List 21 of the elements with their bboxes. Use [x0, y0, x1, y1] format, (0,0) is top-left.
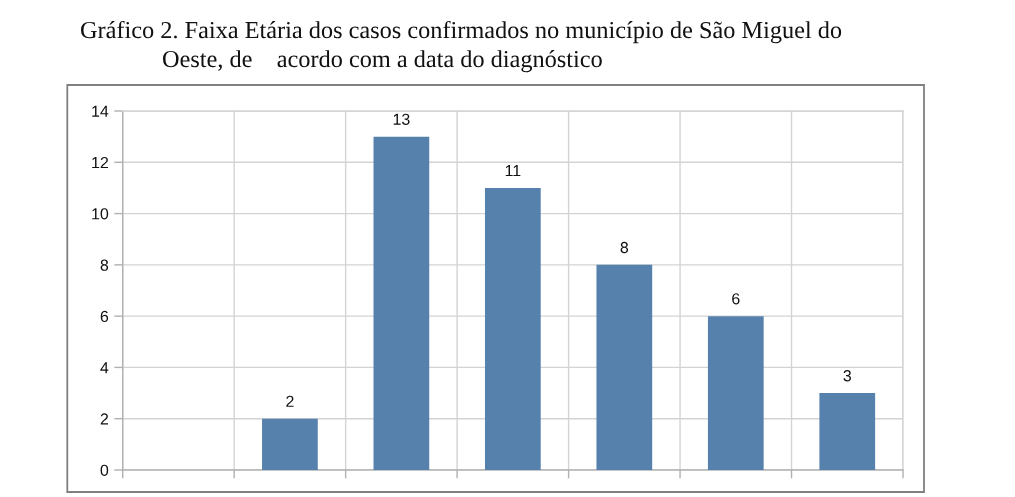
bar: [484, 187, 541, 470]
bar: [596, 264, 653, 470]
y-tick-label: 14: [92, 105, 109, 117]
y-tick-label: 2: [100, 413, 109, 425]
bar: [262, 418, 318, 470]
y-tick-label: 8: [100, 259, 109, 271]
y-tick-label: 4: [100, 362, 109, 374]
bar: [373, 136, 430, 470]
bar: [707, 316, 764, 470]
data-label: 6: [732, 293, 740, 305]
y-tick-label: 10: [92, 208, 109, 220]
data-label: 8: [620, 241, 629, 254]
bar: [819, 393, 876, 470]
y-tick-label: 6: [100, 310, 109, 323]
data-label: 3: [843, 370, 851, 382]
data-label: 13: [393, 113, 410, 125]
y-tick-label: 12: [92, 156, 109, 169]
data-label: 2: [286, 395, 294, 407]
y-tick-label: 0: [100, 464, 109, 476]
chart-title: Gráfico 2. Faixa Etária dos casos confirmados no município de São Miguel do Oeste, de acordo com a data do diagnóstico: [81, 20, 842, 73]
data-label: 11: [505, 165, 521, 177]
